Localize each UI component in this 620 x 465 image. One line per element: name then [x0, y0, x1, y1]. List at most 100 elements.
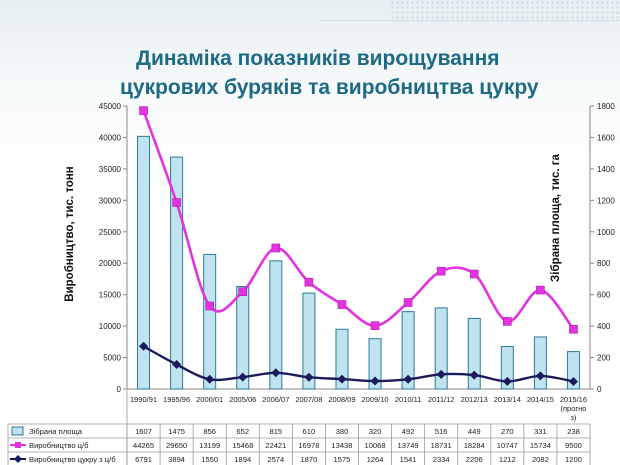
table-cell: 16978 — [298, 441, 319, 450]
table-cell: 9500 — [565, 441, 582, 450]
table-cell: 1541 — [400, 455, 417, 464]
decorative-divider — [320, 20, 620, 21]
left-tick-label: 35000 — [99, 165, 122, 174]
category-label: 2011/12 — [428, 395, 455, 404]
table-cell: 1894 — [234, 455, 251, 464]
table-cell: 10068 — [364, 441, 385, 450]
marker-beet-production — [403, 298, 413, 307]
marker-sugar-production — [502, 376, 512, 386]
table-cell: 1212 — [499, 455, 516, 464]
bar-area-harvested — [302, 292, 316, 390]
bar-area-harvested — [236, 285, 250, 390]
bar-area-harvested — [368, 338, 382, 390]
marker-sugar-production — [535, 371, 545, 381]
category-label: 2005/06 — [229, 395, 256, 404]
marker-sugar-production — [436, 369, 446, 379]
marker-sugar-production — [172, 360, 182, 370]
line-beet-production — [142, 110, 575, 331]
table-cell: 1200 — [565, 455, 582, 464]
table-cell: 1475 — [168, 427, 185, 436]
table-cell: 22421 — [265, 441, 286, 450]
marker-sugar-production — [304, 372, 314, 382]
line-series — [139, 106, 578, 386]
bar-area-harvested — [434, 307, 448, 390]
marker-beet-production — [536, 285, 545, 295]
right-tick-label: 1000 — [597, 228, 615, 237]
bar-series — [137, 135, 580, 390]
table-cell: 1870 — [300, 455, 317, 464]
marker-sugar-production — [238, 372, 248, 382]
table-cell: 2206 — [466, 455, 483, 464]
table-cell: 856 — [203, 427, 216, 436]
bar-area-harvested — [203, 253, 217, 390]
table-cell: 1550 — [201, 455, 218, 464]
bar-area-harvested — [533, 336, 547, 390]
category-label: 2015/16 (прогно з) — [560, 395, 587, 422]
table-cell: 380 — [336, 427, 349, 436]
table-cell: 331 — [534, 427, 547, 436]
left-tick-label: 30000 — [99, 196, 122, 205]
marker-beet-production — [337, 300, 347, 309]
marker-beet-production — [238, 287, 248, 297]
table-cell: 2082 — [532, 455, 549, 464]
right-tick-label: 1200 — [597, 196, 615, 205]
left-axis-title: Виробництво, тис. тонн — [64, 166, 76, 302]
marker-beet-production — [370, 321, 380, 330]
right-tick-label: 1400 — [597, 165, 615, 174]
left-tick-label: 5000 — [103, 354, 121, 363]
right-axis-title: Зібрана площа, тис. га — [550, 153, 562, 281]
table-cell: 516 — [435, 427, 448, 436]
category-label: 2010/11 — [395, 395, 422, 404]
title-line-1: Динаміка показників вирощування — [136, 47, 500, 70]
data-table: Зібрана площа 1607 1475 856 652 815 610 380 320 4… — [7, 389, 591, 465]
category-label: 2008/09 — [328, 395, 355, 404]
bar-area-harvested — [401, 311, 415, 390]
table-cell: 10747 — [497, 441, 518, 450]
table-cell: 320 — [369, 427, 382, 436]
category-label: 2013/14 — [494, 395, 521, 404]
left-tick-label: 20000 — [99, 259, 122, 268]
left-tick-label: 45000 — [99, 102, 122, 111]
marker-sugar-production — [205, 374, 215, 384]
right-tick-label: 1800 — [597, 102, 615, 111]
table-cell: 2574 — [267, 455, 284, 464]
right-axis-ticks: 0 200 400 600 800 1000 1200 1400 1600 1800 — [590, 102, 615, 394]
right-tick-label: 200 — [597, 354, 611, 363]
slide-title: Динаміка показників вирощування цукрових… — [120, 44, 600, 102]
marker-beet-production — [503, 317, 512, 326]
marker-beet-production — [172, 198, 181, 207]
left-tick-label: 25000 — [99, 228, 122, 237]
marker-sugar-production — [139, 341, 149, 351]
table-cell: 652 — [236, 427, 249, 436]
category-label: 2000/01 — [196, 395, 223, 404]
table-cell: 15468 — [232, 441, 253, 450]
table-cell: 2334 — [433, 455, 450, 464]
bar-area-harvested — [335, 328, 349, 390]
category-label: 2009/10 — [361, 395, 388, 404]
table-cell: 492 — [402, 427, 415, 436]
table-cell: 449 — [468, 427, 481, 436]
table-cell: 6791 — [135, 455, 152, 464]
decorative-dot-pattern — [390, 0, 620, 22]
right-tick-label: 400 — [597, 322, 611, 331]
marker-sugar-production — [271, 368, 281, 378]
marker-beet-production — [139, 106, 148, 115]
table-row-label: Виробництво ц/б — [29, 441, 89, 450]
table-cell: 18731 — [431, 441, 452, 450]
marker-sugar-production — [370, 376, 380, 386]
category-labels: 1990/91 1995/96 2000/01 2005/06 2006/07 2007/… — [130, 395, 587, 422]
table-cell: 1264 — [367, 455, 384, 464]
table-row-label: Виробництво цукру з ц/б — [29, 455, 116, 464]
table-cell: 1607 — [135, 427, 152, 436]
bar-area-harvested — [467, 317, 481, 390]
category-label: 2006/07 — [262, 395, 289, 404]
table-cell: 29650 — [166, 441, 187, 450]
table-cell: 270 — [501, 427, 514, 436]
table-cell: 13438 — [331, 441, 352, 450]
title-line-2: цукрових буряків та виробництва цукру — [120, 76, 539, 99]
bar-area-harvested — [137, 135, 151, 390]
right-tick-label: 1600 — [597, 133, 615, 142]
category-label: 2012/13 — [461, 395, 488, 404]
table-cell: 3894 — [168, 455, 185, 464]
